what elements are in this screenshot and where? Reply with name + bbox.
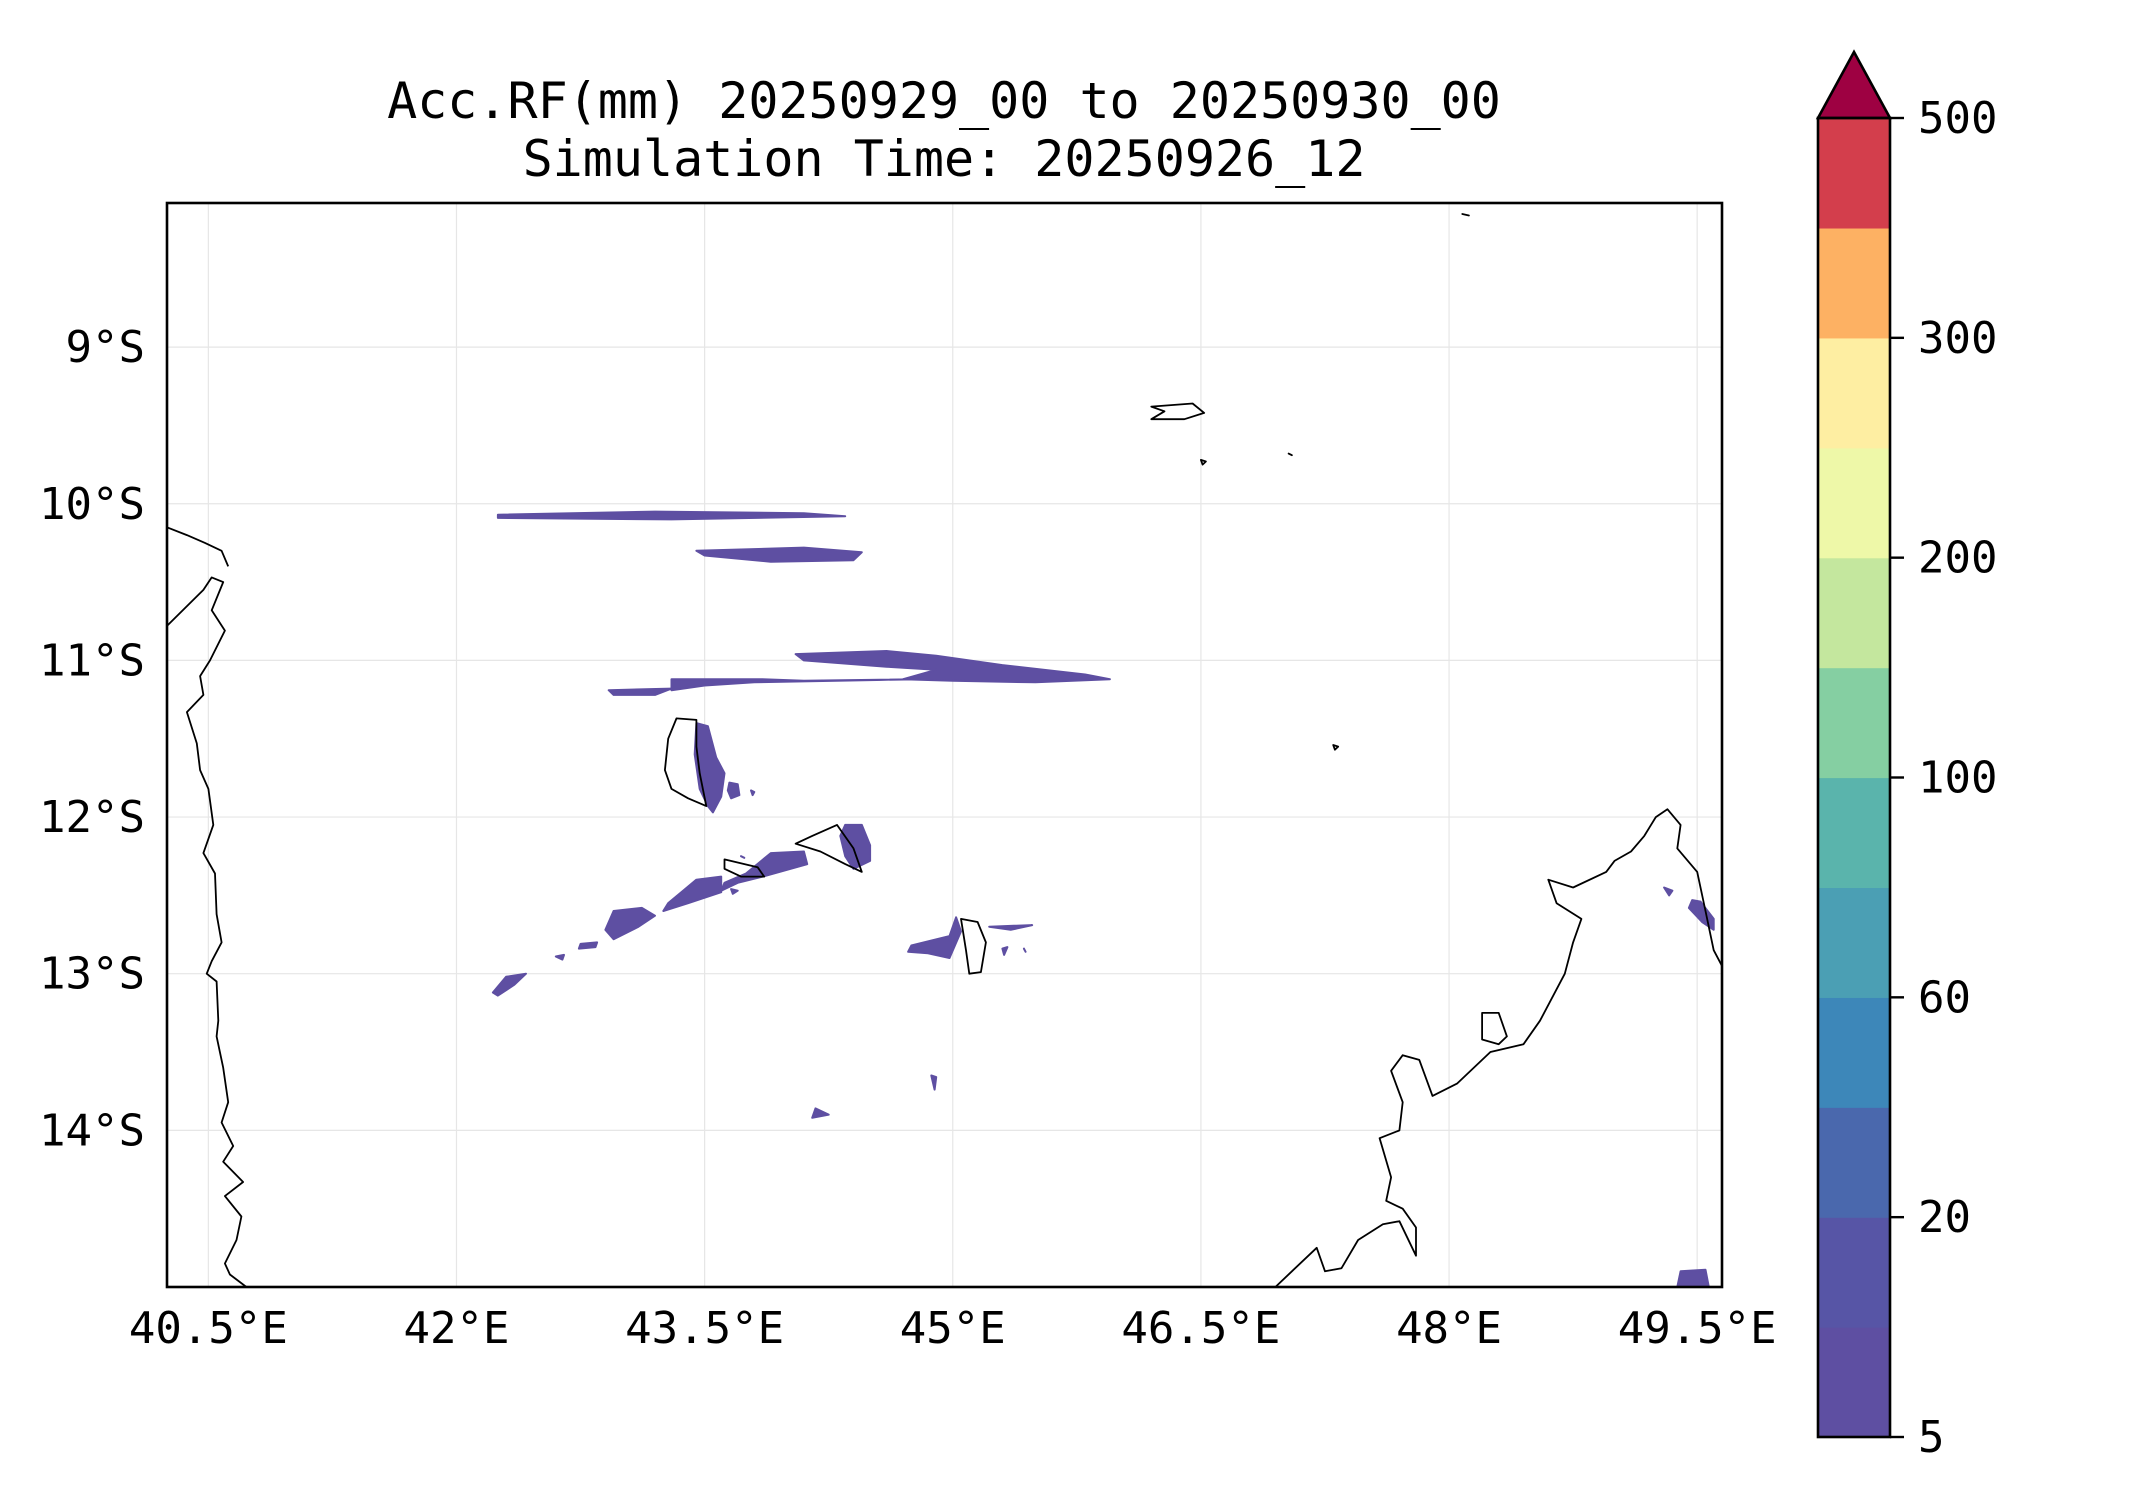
coastlines [166,213,1723,1288]
lon-tick-label-5: 48°E [1396,1303,1502,1354]
coastline-africa-coast-north [166,526,230,567]
colorbar-segment-250-300 [1818,337,1890,449]
gridlines [167,203,1722,1287]
colorbar-segment-10-20 [1818,1217,1890,1328]
rain-area-dash-12-9B [554,953,565,961]
rain-area-band-13-0 [491,972,527,997]
rainfall-areas [491,510,1715,1288]
lat-tick-label-0: 9°S [66,322,145,373]
coastline-anjouan [794,824,863,873]
lat-tick-label-5: 14°S [39,1105,145,1156]
rain-area-fleck-12-8C [1022,947,1027,953]
colorbar-tick-label-300: 300 [1918,313,1997,364]
coastline-moheli [723,858,766,878]
rain-area-band-11-1W [670,678,921,692]
colorbar-segment-150-200 [1818,557,1890,669]
latitude-tick-labels: 9°S 10°S 11°S 12°S 13°S 14°S [39,322,145,1156]
rain-area-fleck-12-8B [1001,946,1009,956]
coastline-grande-comore [664,717,708,807]
longitude-tick-labels: 40.5°E 42°E 43.5°E 45°E 46.5°E 48°E 49.5°E [129,1303,1777,1354]
coastline-nosy-be [1481,1012,1508,1046]
lon-tick-label-2: 43.5°E [625,1303,784,1354]
colorbar-segment-300-400 [1818,227,1890,339]
lon-tick-label-4: 46.5°E [1121,1303,1280,1354]
colorbar-segment-5-10 [1818,1327,1890,1438]
rain-area-fleck-12-4D [730,888,739,895]
colorbar-segment-60-80 [1818,887,1890,998]
rain-area-anjouan-east [839,823,872,870]
rain-area-band-10-3S [695,546,863,563]
rain-area-fleck-12-7A [988,924,1034,931]
rain-area-dash-12-8A [577,941,599,950]
coastline-aldabra [1150,402,1206,421]
colorbar-extend-arrow [1815,49,1893,120]
map-title: Acc.RF(mm) 20250929_00 to 20250930_00 [387,72,1501,130]
rain-area-mayotte-west [907,916,962,959]
rain-area-blob-11-8A [726,781,741,800]
coastline-cosmoledo-islet [1200,458,1207,466]
colorbar-tick-label-60: 60 [1918,972,1971,1023]
coastline-astove-islet [1287,452,1293,457]
coastline-north-islet [1461,213,1470,217]
rain-area-band-11-0S [794,650,1111,684]
lat-tick-label-1: 10°S [39,479,145,530]
coastline-madagascar [1274,808,1723,1288]
colorbar: 5 20 60 100 200 300 500 [1815,49,1997,1463]
rain-area-band-12-5A [662,875,723,912]
colorbar-segment-40-60 [1818,997,1890,1108]
colorbar-segment-20-40 [1818,1107,1890,1218]
rain-area-blob-14-9 [1676,1268,1710,1288]
colorbar-tick-label-20: 20 [1918,1192,1971,1243]
rain-area-moheli-band [720,850,809,892]
rain-area-fleck-12-3E [740,855,746,859]
colorbar-segment-400-500 [1818,118,1890,229]
coastline-africa-coast [166,576,247,1288]
rain-area-madagascar-ne-blob [1687,899,1715,931]
rain-area-fleck-13-8G [811,1107,830,1119]
rain-area-band-10-1N [496,510,847,521]
lon-tick-label-1: 42°E [404,1303,510,1354]
coastline-glorioso [1332,744,1340,751]
colorbar-segment-80-100 [1818,777,1890,889]
rain-area-band-12-7 [604,906,656,941]
rain-area-blob-11-8B [750,789,756,797]
coastline-mayotte [960,918,987,975]
colorbar-tick-label-500: 500 [1918,93,1997,144]
map-subtitle: Simulation Time: 20250926_12 [522,130,1366,188]
map-frame [165,201,1724,1289]
colorbar-tick-label-5: 5 [1918,1412,1945,1463]
rain-area-fleck-12-5H [1663,886,1674,897]
colorbar-tick-label-200: 200 [1918,533,1997,584]
lat-tick-label-2: 11°S [39,635,145,686]
lat-tick-label-4: 13°S [39,949,145,1000]
colorbar-segment-200-250 [1818,447,1890,559]
lon-tick-label-6: 49.5°E [1618,1303,1777,1354]
lat-tick-label-3: 12°S [39,792,145,843]
colorbar-segment-100-150 [1818,667,1890,779]
lon-tick-label-3: 45°E [900,1303,1006,1354]
lon-tick-label-0: 40.5°E [129,1303,288,1354]
rain-area-fleck-13-7F [930,1074,938,1091]
rain-area-band-11-2W [607,687,673,696]
rain-area-grande-comore-east [693,722,726,814]
colorbar-tick-label-100: 100 [1918,753,1997,804]
